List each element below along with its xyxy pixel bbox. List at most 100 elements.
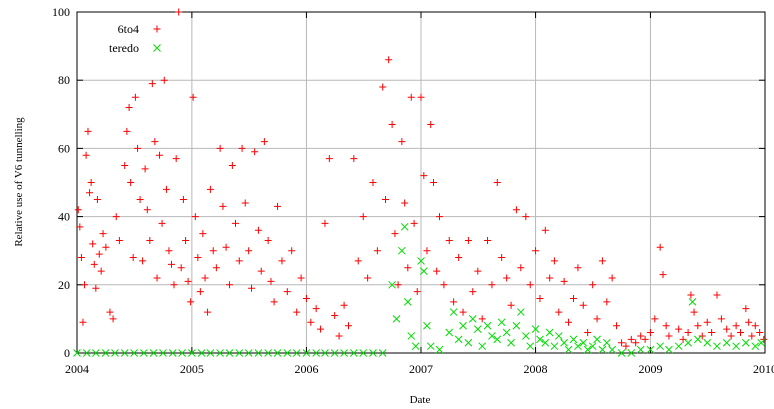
- point-6to4: [156, 151, 164, 159]
- point-teredo: [426, 342, 435, 351]
- point-6to4: [565, 318, 573, 326]
- point-6to4: [637, 332, 645, 340]
- x-tick-label: 2007: [409, 362, 433, 376]
- legend-label-6to4: 6to4: [118, 22, 139, 36]
- point-6to4: [690, 308, 698, 316]
- point-6to4: [89, 240, 97, 248]
- point-teredo: [235, 349, 244, 357]
- point-teredo: [564, 345, 573, 354]
- point-6to4: [646, 329, 654, 337]
- point-teredo: [757, 338, 766, 347]
- point-teredo: [521, 332, 530, 340]
- point-6to4: [618, 339, 626, 347]
- point-teredo: [423, 321, 431, 330]
- series-teredo: [73, 222, 766, 357]
- point-6to4: [713, 291, 721, 299]
- point-6to4: [394, 281, 402, 289]
- point-6to4: [340, 301, 348, 309]
- point-6to4: [570, 294, 578, 302]
- y-tick-label: 100: [52, 5, 70, 19]
- point-6to4: [703, 318, 711, 326]
- y-tick-label: 60: [58, 141, 70, 155]
- point-6to4: [427, 121, 435, 129]
- point-6to4: [445, 236, 453, 244]
- point-6to4: [264, 236, 272, 244]
- x-tick-label: 2008: [524, 362, 548, 376]
- point-6to4: [613, 322, 621, 330]
- point-6to4: [76, 223, 84, 231]
- y-tick-labels: 0 20 40 60 80 100: [52, 5, 70, 360]
- point-teredo: [388, 280, 396, 289]
- x-tick-label: 2009: [638, 362, 662, 376]
- point-6to4: [270, 298, 278, 306]
- point-6to4: [317, 325, 325, 333]
- point-6to4: [512, 206, 520, 214]
- point-6to4: [436, 213, 444, 221]
- point-6to4: [134, 144, 142, 152]
- point-6to4: [430, 179, 438, 186]
- point-teredo: [507, 338, 515, 347]
- point-6to4: [656, 243, 664, 251]
- point-6to4: [344, 322, 352, 330]
- point-6to4: [354, 257, 362, 265]
- point-6to4: [201, 274, 209, 282]
- point-6to4: [555, 308, 563, 316]
- point-teredo: [140, 349, 148, 357]
- legend: 6to4 teredo: [109, 22, 161, 55]
- point-6to4: [148, 80, 156, 88]
- point-6to4: [488, 281, 496, 289]
- point-6to4: [86, 189, 94, 197]
- point-teredo: [101, 349, 110, 357]
- point-6to4: [732, 322, 740, 330]
- point-teredo: [369, 349, 377, 357]
- point-6to4: [92, 284, 100, 292]
- x-tick-label: 2005: [180, 362, 204, 376]
- point-6to4: [312, 305, 320, 313]
- point-6to4: [407, 93, 415, 101]
- point-6to4: [632, 339, 640, 347]
- point-6to4: [283, 288, 291, 296]
- point-teredo: [574, 342, 582, 351]
- point-6to4: [687, 291, 695, 299]
- point-teredo: [512, 321, 521, 330]
- point-teredo: [283, 349, 292, 357]
- point-6to4: [112, 213, 120, 221]
- point-teredo: [468, 315, 477, 323]
- point-6to4: [526, 281, 534, 289]
- point-6to4: [97, 267, 105, 275]
- point-teredo: [120, 349, 129, 357]
- point-teredo: [340, 349, 348, 357]
- point-6to4: [187, 298, 195, 306]
- legend-marker: [153, 44, 161, 52]
- point-teredo: [516, 308, 525, 316]
- point-6to4: [662, 322, 670, 330]
- point-6to4: [175, 8, 183, 16]
- point-6to4: [143, 206, 151, 214]
- point-6to4: [153, 274, 161, 282]
- point-6to4: [474, 267, 482, 275]
- point-6to4: [550, 257, 558, 265]
- point-6to4: [151, 138, 159, 146]
- point-6to4: [369, 179, 377, 186]
- point-teredo: [392, 315, 401, 323]
- point-6to4: [241, 199, 249, 207]
- point-6to4: [115, 236, 123, 244]
- point-6to4: [293, 308, 301, 316]
- point-6to4: [748, 332, 756, 340]
- point-6to4: [560, 277, 568, 285]
- x-axis-label: Date: [410, 394, 431, 406]
- point-6to4: [81, 281, 89, 289]
- point-6to4: [536, 294, 544, 302]
- point-6to4: [267, 277, 275, 285]
- point-6to4: [288, 247, 296, 255]
- point-6to4: [350, 155, 358, 163]
- point-6to4: [627, 335, 635, 343]
- point-6to4: [717, 315, 725, 323]
- point-6to4: [433, 267, 441, 275]
- point-6to4: [675, 325, 683, 333]
- point-6to4: [307, 318, 315, 326]
- point-6to4: [206, 185, 214, 193]
- point-6to4: [179, 196, 187, 204]
- point-6to4: [87, 179, 95, 186]
- point-6to4: [235, 257, 243, 265]
